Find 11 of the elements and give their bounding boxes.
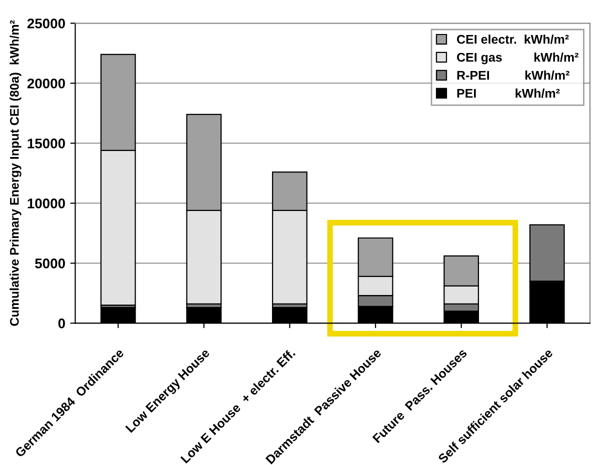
y-tick-label: 25000	[27, 18, 65, 28]
y-axis-title: Cumulative Primary Energy Input CEI (80a) kWh/m²	[10, 20, 22, 326]
legend-label: CEI electr. kWh/m²	[456, 34, 569, 44]
y-tick-label: 15000	[28, 138, 65, 148]
y-tick-label: 10000	[28, 198, 65, 208]
y-tick-label: 0	[58, 318, 65, 328]
y-tick-label: 5000	[35, 258, 65, 268]
legend-label: CEI gas kWh/m²	[456, 52, 578, 64]
legend-label: R-PEI kWh/m²	[457, 70, 570, 80]
y-tick-label: 20000	[27, 78, 65, 88]
legend-label: PEI kWh/m²	[457, 88, 560, 98]
